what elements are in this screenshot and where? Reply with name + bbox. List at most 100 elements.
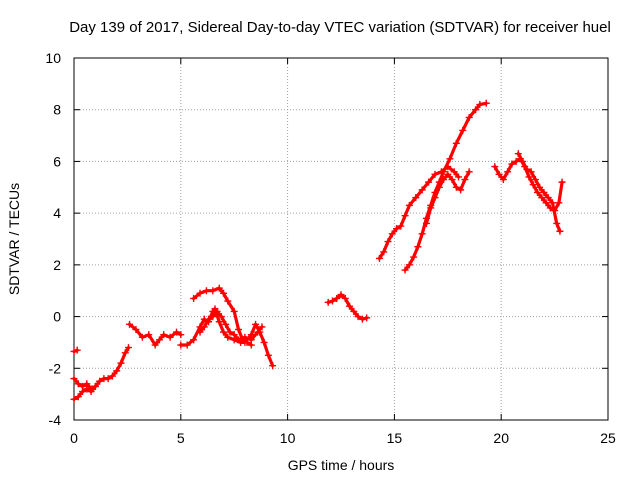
y-tick-label: 2: [53, 257, 61, 273]
data-point: [495, 170, 503, 178]
data-point: [217, 313, 225, 321]
data-point: [529, 181, 537, 189]
data-point: [412, 194, 420, 202]
y-tick-label: -2: [49, 360, 62, 376]
data-point: [121, 349, 129, 357]
data-point: [224, 297, 232, 305]
data-point: [548, 199, 556, 207]
chart-title: Day 139 of 2017, Sidereal Day-to-day VTE…: [69, 19, 611, 36]
data-point: [444, 170, 452, 178]
x-tick-label: 5: [177, 430, 185, 446]
data-point: [205, 315, 213, 323]
data-point: [358, 315, 366, 323]
data-point: [252, 320, 260, 328]
data-point: [74, 380, 82, 388]
data-point: [190, 294, 198, 302]
data-point: [422, 219, 430, 227]
data-point: [333, 294, 341, 302]
y-axis-label: SDTVAR / TECUs: [6, 183, 22, 295]
data-point: [534, 188, 542, 196]
data-point: [414, 243, 422, 251]
series-arc-4: [127, 322, 183, 347]
data-point: [220, 328, 228, 336]
data-point: [354, 313, 362, 321]
data-point: [224, 333, 232, 341]
data-point: [519, 157, 527, 165]
data-point: [388, 230, 396, 238]
data-point: [91, 382, 99, 390]
data-point: [213, 307, 221, 315]
data-point: [209, 287, 217, 295]
data-point: [96, 377, 104, 385]
data-point: [70, 375, 78, 383]
data-point: [435, 183, 443, 191]
x-axis-label: GPS time / hours: [288, 457, 395, 473]
data-point: [375, 254, 383, 262]
data-point: [87, 385, 95, 393]
data-point: [196, 328, 204, 336]
data-point: [525, 173, 533, 181]
data-point: [440, 168, 448, 176]
data-point: [410, 253, 418, 261]
data-point: [215, 318, 223, 326]
axis-ticks: 0 5 10 15 20 25 -4 -2 0 2 4 6 8 10: [45, 50, 616, 446]
data-point: [337, 291, 345, 299]
data-point: [222, 320, 230, 328]
data-point: [536, 183, 544, 191]
data-point: [482, 99, 490, 107]
y-tick-label: 8: [53, 102, 61, 118]
data-point: [393, 225, 401, 233]
data-point: [418, 186, 426, 194]
data-point: [243, 338, 251, 346]
data-point: [346, 302, 354, 310]
data-point: [200, 323, 208, 331]
data-point: [425, 178, 433, 186]
data-point: [226, 328, 234, 336]
data-point: [523, 165, 531, 173]
data-point: [544, 194, 552, 202]
data-point: [446, 155, 454, 163]
data-point: [499, 176, 507, 184]
data-point: [241, 333, 249, 341]
data-point: [166, 333, 174, 341]
data-point: [83, 380, 91, 388]
data-point: [418, 230, 426, 238]
data-point: [450, 168, 458, 176]
data-point: [531, 176, 539, 184]
data-point: [234, 326, 242, 333]
y-tick-label: 0: [53, 309, 61, 325]
data-point: [73, 346, 81, 354]
data-point: [452, 139, 460, 147]
data-point: [260, 338, 268, 346]
data-point: [538, 194, 546, 202]
data-point: [555, 199, 563, 207]
data-point: [151, 341, 159, 349]
y-tick-label: 4: [53, 205, 61, 221]
data-point: [196, 289, 204, 297]
data-point: [476, 101, 484, 109]
x-tick-label: 20: [493, 430, 509, 446]
data-point: [527, 168, 535, 176]
data-point: [264, 351, 272, 359]
data-point: [160, 331, 168, 339]
data-point: [465, 168, 473, 176]
data-point: [202, 287, 210, 295]
data-point: [104, 375, 112, 383]
data-point: [247, 336, 255, 344]
data-point: [452, 183, 460, 191]
data-point: [504, 168, 512, 176]
data-point: [234, 336, 242, 344]
y-tick-label: -4: [49, 412, 62, 428]
data-point: [401, 266, 409, 274]
data-point: [512, 157, 520, 165]
data-point: [542, 199, 550, 207]
data-point: [177, 331, 185, 339]
data-point: [124, 344, 132, 352]
data-point: [553, 219, 561, 227]
data-point: [113, 367, 121, 375]
data-point: [397, 222, 405, 230]
data-point: [461, 176, 469, 184]
data-point: [230, 307, 238, 315]
